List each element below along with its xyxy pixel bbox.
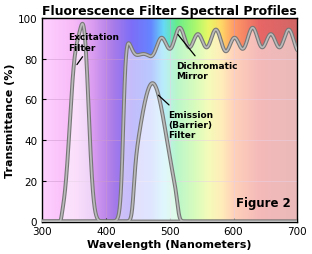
Text: Figure 2: Figure 2 (236, 197, 291, 210)
Text: Dichromatic
Mirror: Dichromatic Mirror (176, 35, 238, 81)
Text: Emission
(Barrier)
Filter: Emission (Barrier) Filter (158, 96, 213, 140)
Y-axis label: Transmittance (%): Transmittance (%) (5, 63, 15, 177)
Text: Excitation
Filter: Excitation Filter (68, 33, 119, 65)
X-axis label: Wavelength (Nanometers): Wavelength (Nanometers) (87, 239, 252, 249)
Title: Fluorescence Filter Spectral Profiles: Fluorescence Filter Spectral Profiles (42, 5, 297, 18)
